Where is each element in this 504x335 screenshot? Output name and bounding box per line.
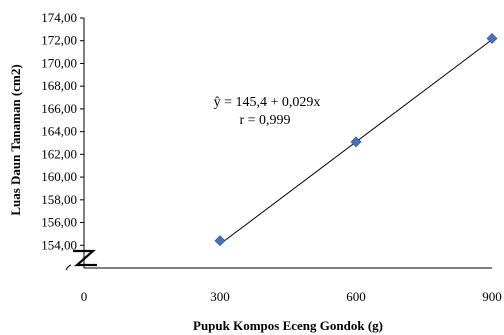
data-point — [486, 33, 498, 44]
y-tick-label: 168,00 — [41, 78, 77, 93]
x-tick-label: 600 — [346, 289, 366, 304]
correlation-coefficient: r = 0,999 — [239, 113, 290, 128]
data-point — [214, 235, 226, 247]
axes — [65, 18, 492, 271]
data-points — [214, 33, 498, 247]
y-tick-label: 156,00 — [41, 215, 77, 230]
x-axis-ticks: 0 300 600 900 — [81, 289, 502, 304]
data-point — [350, 136, 362, 148]
y-tick-label: 160,00 — [41, 169, 77, 184]
x-tick-label: 300 — [210, 289, 230, 304]
regression-equation: ŷ = 145,4 + 0,029x — [214, 95, 321, 110]
y-tick-label: 166,00 — [41, 101, 77, 116]
x-tick-label: 900 — [482, 289, 502, 304]
x-axis-label: Pupuk Kompos Eceng Gondok (g) — [193, 318, 383, 333]
axis-break-tail — [65, 264, 72, 271]
y-tick-label: 170,00 — [41, 55, 77, 70]
x-tick-label: 0 — [81, 289, 88, 304]
y-axis-ticks: 154,00 156,00 158,00 160,00 162,00 164,00 166,… — [41, 10, 84, 252]
y-tick-label: 164,00 — [41, 124, 77, 139]
y-tick-label: 158,00 — [41, 192, 77, 207]
axis-break-mark — [73, 249, 97, 267]
y-tick-label: 162,00 — [41, 146, 77, 161]
y-axis-label: Luas Daun Tanaman (cm2) — [8, 64, 23, 215]
y-tick-label: 172,00 — [41, 33, 77, 48]
y-tick-label: 154,00 — [41, 237, 77, 252]
y-tick-label: 174,00 — [41, 10, 77, 25]
